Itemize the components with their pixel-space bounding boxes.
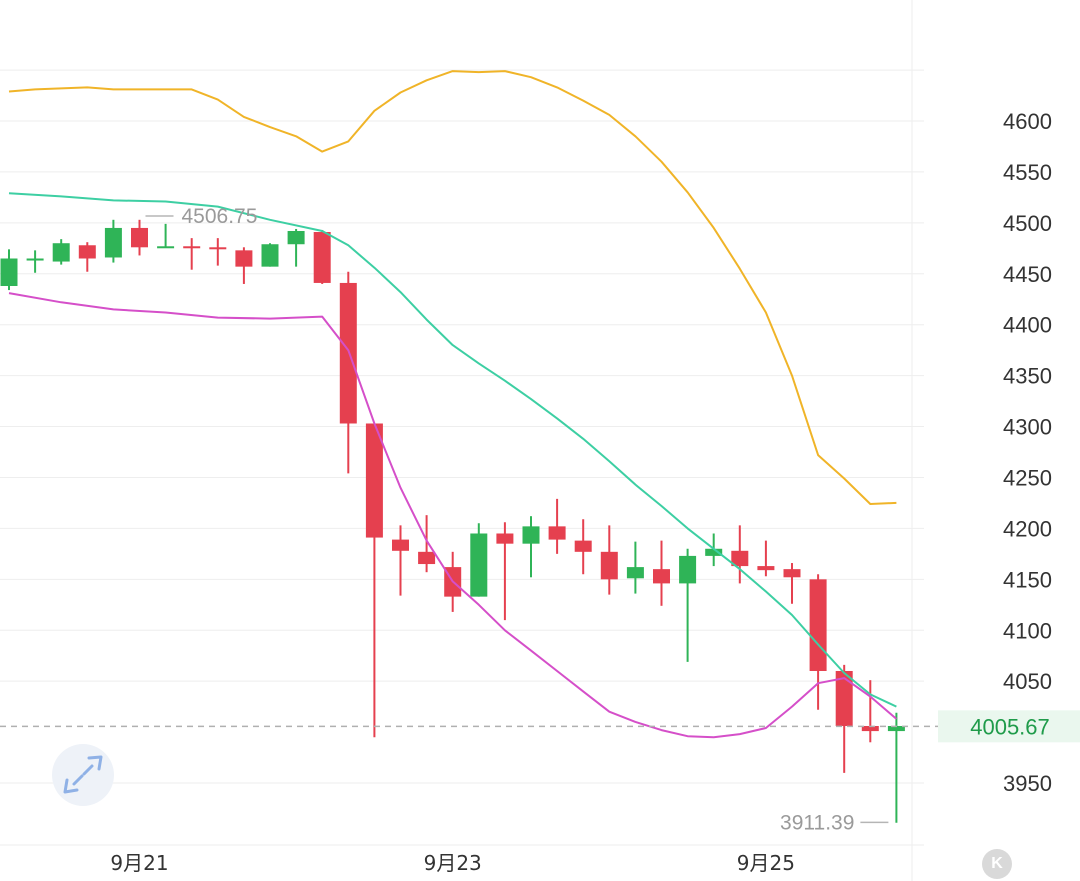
kline-button[interactable]: K [982, 849, 1012, 879]
candle-body [835, 670, 853, 726]
candle-body [548, 526, 566, 540]
expand-arrows-icon [63, 755, 103, 794]
candle-body [261, 244, 279, 267]
candle-body [52, 243, 70, 262]
x-tick-label: 9月25 [737, 851, 795, 875]
y-tick-label: 4450 [1003, 262, 1052, 287]
candle [626, 541, 644, 594]
candle-body [679, 555, 697, 584]
candle [470, 523, 488, 597]
candle-body [131, 227, 148, 248]
candle-body [600, 551, 618, 580]
candle-body [809, 579, 827, 671]
candle-body [522, 526, 540, 544]
candle-body [496, 533, 514, 544]
candle [52, 239, 70, 265]
candle-body [861, 725, 879, 732]
candle-body [731, 550, 749, 567]
y-tick-label: 3950 [1003, 771, 1052, 796]
candle [26, 250, 44, 273]
middle-band-line [8, 192, 897, 708]
candle [548, 498, 566, 554]
candle [0, 249, 18, 291]
expand-chart-button[interactable] [52, 744, 114, 806]
y-tick-label: 4550 [1003, 160, 1052, 185]
candle-body [626, 567, 644, 579]
y-tick-label: 4150 [1003, 567, 1052, 592]
bollinger-bands [8, 70, 898, 739]
candle [835, 664, 853, 773]
high-annotation-label: 4506.75 [182, 205, 258, 228]
y-tick-label: 4600 [1003, 109, 1052, 134]
candles [0, 219, 905, 823]
candle [209, 238, 227, 266]
candle-body [757, 566, 775, 571]
candle-body [313, 232, 331, 283]
candle [887, 712, 905, 823]
candle [757, 540, 775, 577]
candle [392, 525, 409, 596]
candle-body [104, 227, 122, 258]
candle [600, 525, 618, 595]
candle-body [0, 258, 18, 286]
candle [574, 519, 592, 575]
candle-body [887, 725, 905, 732]
candle [104, 219, 122, 263]
y-tick-label: 4050 [1003, 669, 1052, 694]
candle-body [339, 282, 357, 424]
y-axis-ticks: 4600 4550 4500 4450 4400 4350 4300 4250 4200 4150… [1003, 109, 1052, 796]
y-tick-label: 4350 [1003, 364, 1052, 389]
candle [861, 680, 879, 743]
current-price-label: 4005.67 [970, 714, 1050, 739]
candle-body [287, 230, 305, 245]
chart-grid [0, 69, 924, 846]
candle-body [653, 569, 670, 584]
candle [287, 228, 305, 267]
y-tick-label: 4100 [1003, 618, 1052, 643]
candle [261, 243, 279, 267]
lower-band-line [8, 292, 898, 739]
candle-body [470, 533, 488, 597]
x-axis-ticks: 9月21 9月23 9月25 [110, 851, 795, 875]
candle [365, 423, 383, 738]
candle-body [783, 569, 801, 578]
candle [78, 242, 96, 272]
candle [496, 522, 514, 621]
x-tick-label: 9月23 [424, 851, 482, 875]
candle-body [209, 247, 227, 250]
candle [131, 219, 148, 256]
y-tick-label: 4250 [1003, 465, 1052, 490]
candle-body [392, 539, 409, 551]
candle [339, 271, 357, 474]
candle-body [78, 245, 96, 259]
y-tick-label: 4400 [1003, 313, 1052, 338]
candle [522, 516, 540, 578]
candle [235, 247, 253, 284]
candle [679, 548, 697, 662]
candle-body [705, 548, 723, 556]
candle [157, 223, 175, 249]
candle-body [26, 258, 44, 261]
candle-body [574, 540, 592, 552]
candle [418, 515, 436, 573]
candle-body [235, 250, 253, 267]
candle [731, 525, 749, 584]
candle [783, 563, 801, 604]
y-tick-label: 4500 [1003, 211, 1052, 236]
candle [313, 229, 331, 284]
candle-body [183, 246, 201, 249]
candle-body [418, 551, 436, 565]
candle [183, 238, 201, 270]
low-annotation-label: 3911.39 [780, 811, 854, 834]
candle-body [365, 423, 383, 538]
y-tick-label: 4200 [1003, 516, 1052, 541]
x-tick-label: 9月21 [110, 851, 168, 875]
upper-band-line [8, 70, 897, 505]
candle-body [157, 246, 175, 249]
y-tick-label: 4300 [1003, 415, 1052, 440]
candle [653, 540, 670, 606]
current-price-label-bg [938, 710, 1080, 743]
